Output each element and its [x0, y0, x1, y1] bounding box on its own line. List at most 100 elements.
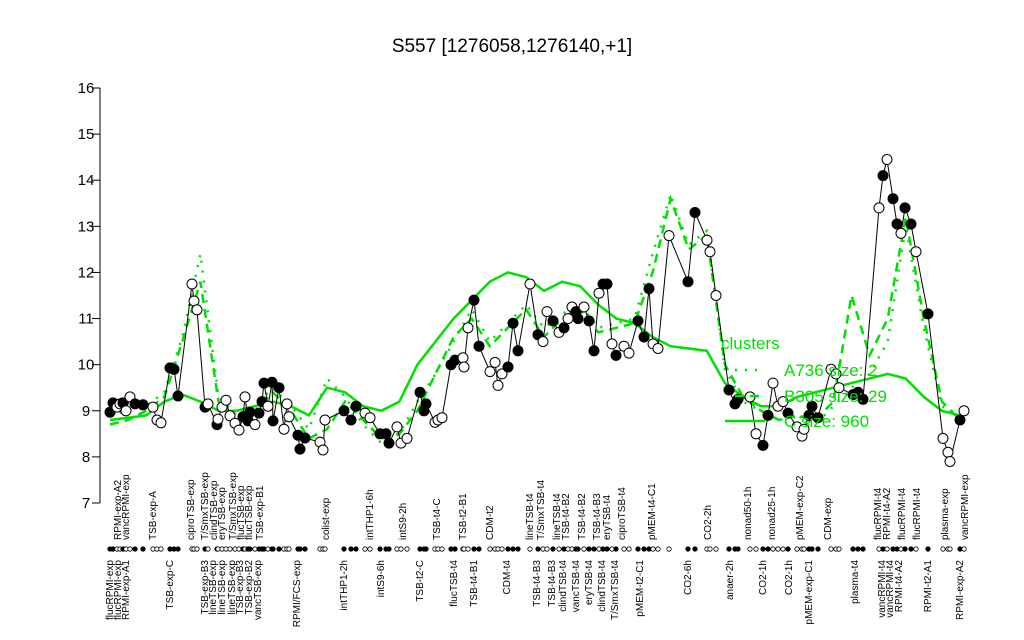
- data-point: [777, 396, 789, 408]
- y-tick-label: 16: [78, 80, 95, 97]
- data-point: [757, 439, 769, 451]
- rug-mark: [476, 546, 482, 552]
- data-point: [202, 398, 214, 410]
- x-label-bottom: RPMI-exp-A2: [955, 560, 966, 620]
- data-point: [537, 336, 549, 348]
- data-point: [899, 202, 911, 214]
- data-point: [710, 290, 722, 301]
- x-label-top: lineTSB-t4: [525, 493, 536, 540]
- legend-entry-c: C size: 960: [784, 412, 869, 431]
- rug-mark: [276, 546, 282, 552]
- data-point: [380, 428, 392, 440]
- y-tick-label: 8: [82, 449, 90, 466]
- rug-mark: [581, 546, 587, 552]
- y-tick-label: 7: [82, 495, 90, 512]
- x-label-top: RPMI-t4-A2: [882, 487, 893, 540]
- legend: clusters A736 size: 2 B305 size: 29 C si…: [721, 334, 887, 431]
- y-axis: 7 8 9 10 11 12 13 14 15 16: [78, 80, 101, 512]
- data-point: [458, 361, 470, 373]
- data-point: [767, 377, 779, 389]
- data-point: [281, 398, 293, 410]
- x-label-bottom: pMEM-t2-C1: [635, 560, 646, 617]
- x-label-bottom: vancRPMI-t4: [885, 560, 896, 618]
- rug-mark: [227, 546, 233, 552]
- rug-mark: [510, 546, 516, 552]
- x-label-bottom: RPMI-exp-A1: [121, 560, 132, 620]
- rug-mark: [947, 546, 953, 552]
- data-point: [857, 393, 869, 405]
- rug-mark: [487, 546, 493, 552]
- x-label-top: eryTSB-t4: [602, 495, 613, 540]
- y-tick-label: 12: [78, 264, 95, 281]
- x-label-top: lineTSB-t4: [552, 493, 563, 540]
- rug-mark: [650, 546, 656, 552]
- rug-mark: [586, 546, 592, 552]
- y-tick-label: 13: [78, 218, 95, 235]
- rug-mark: [801, 546, 807, 552]
- x-label-top: TSB-exp-A: [148, 491, 159, 540]
- data-point: [120, 405, 132, 417]
- rug-mark: [452, 546, 458, 552]
- rug-mark: [666, 546, 672, 552]
- x-label-top: vancRPMI-exp: [960, 474, 971, 540]
- data-point: [762, 409, 774, 421]
- data-point: [547, 315, 559, 327]
- data-point: [623, 347, 635, 359]
- rug-mark: [775, 546, 781, 552]
- data-point: [155, 417, 167, 429]
- data-point: [496, 368, 508, 380]
- data-point: [583, 315, 595, 327]
- rug-mark: [815, 546, 821, 552]
- y-tick-label: 10: [78, 357, 95, 374]
- data-point: [273, 382, 285, 394]
- rug-mark: [780, 546, 786, 552]
- x-label-top: pMEM-t4-C1: [647, 483, 658, 540]
- rug-mark: [836, 546, 842, 552]
- x-label-top: flucTSB-exp: [244, 485, 255, 540]
- rug-mark: [860, 546, 866, 552]
- data-point: [462, 322, 474, 334]
- data-point: [881, 154, 893, 165]
- x-label-bottom: RPMI-t2-A1: [923, 560, 934, 613]
- data-point: [922, 308, 934, 320]
- rug-mark: [913, 546, 919, 552]
- data-point: [319, 414, 331, 426]
- rug-mark: [785, 546, 791, 552]
- data-point: [632, 315, 644, 327]
- x-label-bottom: lineTSB-exp: [227, 560, 238, 615]
- x-label-top: flucTSB-exp: [236, 485, 247, 540]
- data-point: [663, 230, 675, 242]
- rug-mark: [423, 546, 429, 552]
- data-point: [137, 399, 149, 411]
- data-point: [262, 400, 274, 412]
- x-label-bottom: CO2-6h: [683, 560, 694, 595]
- rug-mark: [404, 546, 410, 552]
- x-label-bottom: TSB-exp-B3: [235, 560, 246, 615]
- rug-mark: [353, 546, 359, 552]
- legend-entry-b: B305 size: 29: [784, 387, 887, 406]
- x-label-top: colist-exp: [321, 497, 332, 540]
- data-point: [937, 432, 949, 444]
- rug-mark: [341, 546, 347, 552]
- x-label-top: CDM-t2: [485, 505, 496, 540]
- x-label-top: TSB-t4-B2: [561, 493, 572, 540]
- y-tick-label: 11: [78, 311, 94, 328]
- x-label-top: intS9-2h: [398, 503, 409, 540]
- data-point: [299, 432, 311, 444]
- x-label-top: ciproTSB-t4: [617, 487, 628, 540]
- rug-mark: [770, 546, 776, 552]
- data-point: [798, 423, 810, 435]
- rug-mark: [550, 546, 556, 552]
- data-point: [512, 345, 524, 357]
- rug-mark: [707, 546, 713, 552]
- rug-mark: [297, 546, 303, 552]
- data-point: [954, 414, 966, 426]
- rug-mark: [604, 546, 610, 552]
- data-point: [593, 287, 605, 299]
- x-label-bottom: TSB-t2-C: [415, 560, 426, 602]
- x-label-bottom: flucRPMI-exp: [105, 560, 116, 620]
- data-point: [233, 424, 245, 436]
- data-point: [186, 278, 198, 290]
- legend-title: clusters: [721, 334, 780, 353]
- data-point: [572, 313, 584, 325]
